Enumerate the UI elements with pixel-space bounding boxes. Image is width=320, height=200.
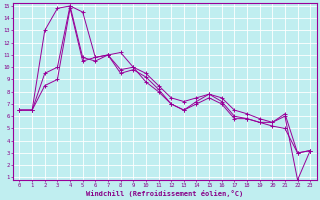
X-axis label: Windchill (Refroidissement éolien,°C): Windchill (Refroidissement éolien,°C) [86, 190, 244, 197]
